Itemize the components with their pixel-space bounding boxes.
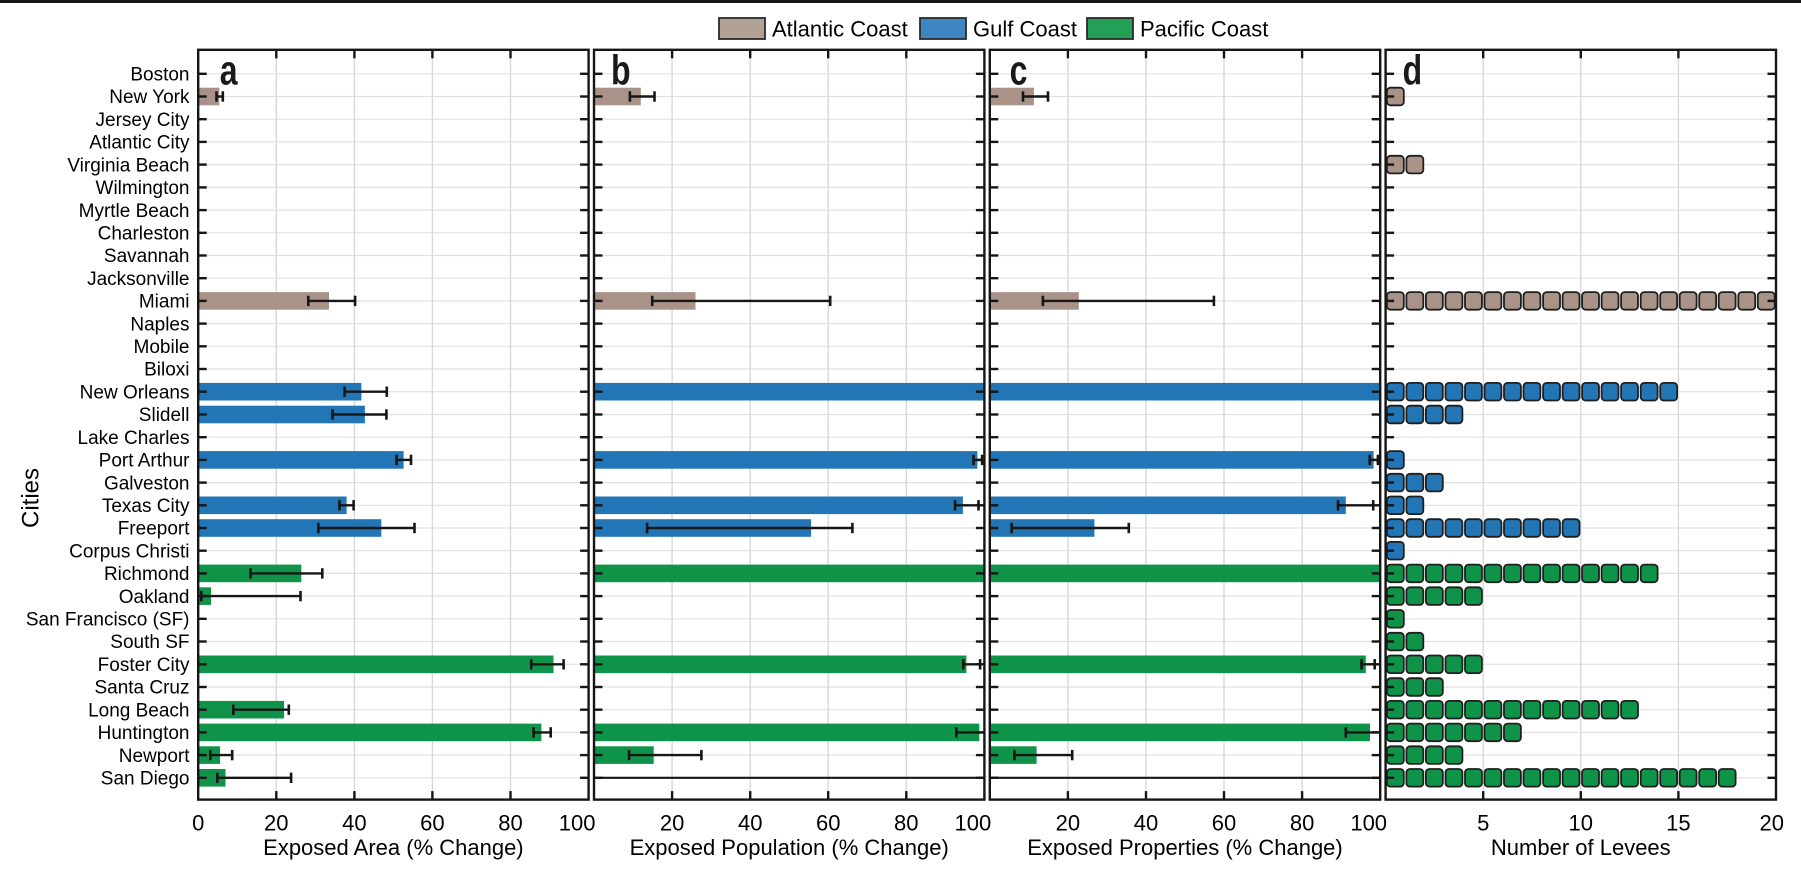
svg-text:Number of Levees: Number of Levees <box>1491 835 1671 860</box>
svg-text:b: b <box>611 46 631 93</box>
svg-text:15: 15 <box>1666 811 1690 836</box>
svg-text:Corpus Christi: Corpus Christi <box>69 541 189 562</box>
svg-text:Exposed Area (% Change): Exposed Area (% Change) <box>263 835 524 860</box>
svg-text:San Diego: San Diego <box>101 769 190 790</box>
svg-text:60: 60 <box>1212 811 1236 836</box>
svg-text:Lake Charles: Lake Charles <box>78 428 190 449</box>
svg-text:80: 80 <box>894 811 918 836</box>
svg-text:Pacific Coast: Pacific Coast <box>1140 16 1268 41</box>
svg-text:Jersey City: Jersey City <box>96 110 190 131</box>
svg-text:10: 10 <box>1569 811 1593 836</box>
svg-text:100: 100 <box>559 811 596 836</box>
svg-text:20: 20 <box>660 811 684 836</box>
svg-text:40: 40 <box>342 811 366 836</box>
svg-text:Long Beach: Long Beach <box>88 700 189 721</box>
svg-text:Oakland: Oakland <box>119 587 190 608</box>
svg-text:Exposed Population (% Change): Exposed Population (% Change) <box>630 835 949 860</box>
svg-text:80: 80 <box>498 811 522 836</box>
svg-text:Port Arthur: Port Arthur <box>99 451 190 472</box>
svg-text:40: 40 <box>738 811 762 836</box>
svg-text:Atlantic Coast: Atlantic Coast <box>772 16 908 41</box>
svg-text:60: 60 <box>420 811 444 836</box>
svg-text:Richmond: Richmond <box>104 564 190 585</box>
svg-text:New Orleans: New Orleans <box>80 382 190 403</box>
svg-text:South SF: South SF <box>110 632 189 653</box>
svg-text:Exposed Properties (% Change): Exposed Properties (% Change) <box>1027 835 1343 860</box>
svg-text:20: 20 <box>264 811 288 836</box>
svg-text:40: 40 <box>1134 811 1158 836</box>
svg-text:20: 20 <box>1759 811 1783 836</box>
svg-text:Naples: Naples <box>130 314 189 335</box>
svg-text:Wilmington: Wilmington <box>96 178 190 199</box>
svg-text:60: 60 <box>816 811 840 836</box>
svg-text:Santa Cruz: Santa Cruz <box>94 678 189 699</box>
svg-text:Freeport: Freeport <box>118 519 191 540</box>
svg-text:c: c <box>1010 46 1028 93</box>
svg-text:Boston: Boston <box>130 65 189 86</box>
svg-text:Newport: Newport <box>119 746 190 767</box>
svg-text:Savannah: Savannah <box>104 246 190 267</box>
svg-text:5: 5 <box>1477 811 1489 836</box>
svg-text:Jacksonville: Jacksonville <box>87 269 189 290</box>
svg-text:100: 100 <box>955 811 992 836</box>
svg-text:Cities: Cities <box>18 468 45 528</box>
svg-text:Mobile: Mobile <box>134 337 190 358</box>
svg-text:Atlantic City: Atlantic City <box>89 133 190 154</box>
svg-text:Texas City: Texas City <box>102 496 190 517</box>
svg-text:San Francisco (SF): San Francisco (SF) <box>26 610 190 631</box>
svg-text:d: d <box>1403 46 1423 93</box>
svg-text:Biloxi: Biloxi <box>144 360 189 381</box>
svg-text:Miami: Miami <box>139 292 190 313</box>
svg-text:Charleston: Charleston <box>98 224 190 245</box>
svg-text:Gulf Coast: Gulf Coast <box>973 16 1077 41</box>
svg-text:Virginia Beach: Virginia Beach <box>67 155 189 176</box>
svg-text:0: 0 <box>192 811 204 836</box>
svg-text:Foster City: Foster City <box>98 655 190 676</box>
svg-text:a: a <box>220 46 238 93</box>
svg-text:100: 100 <box>1350 811 1387 836</box>
svg-text:Myrtle Beach: Myrtle Beach <box>79 201 190 222</box>
svg-text:80: 80 <box>1290 811 1314 836</box>
svg-text:20: 20 <box>1056 811 1080 836</box>
svg-text:New York: New York <box>109 87 190 108</box>
svg-text:Huntington: Huntington <box>98 723 190 744</box>
svg-text:Galveston: Galveston <box>104 473 190 494</box>
svg-text:Slidell: Slidell <box>139 405 190 426</box>
